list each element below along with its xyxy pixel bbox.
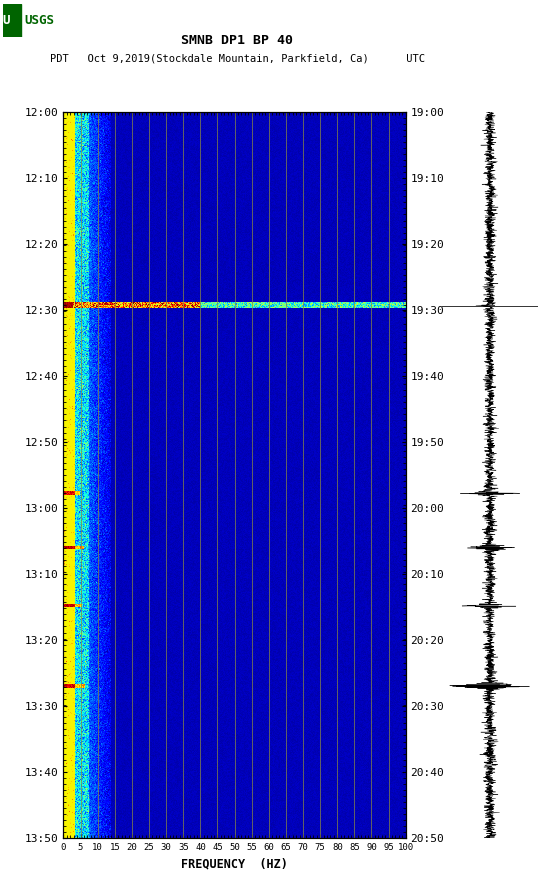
Text: USGS: USGS [24,14,54,27]
Text: SMNB DP1 BP 40: SMNB DP1 BP 40 [182,34,293,46]
Text: PDT   Oct 9,2019(Stockdale Mountain, Parkfield, Ca)      UTC: PDT Oct 9,2019(Stockdale Mountain, Parkf… [50,54,425,64]
Bar [3,4,21,37]
X-axis label: FREQUENCY  (HZ): FREQUENCY (HZ) [181,858,288,871]
Text: U: U [3,14,10,27]
